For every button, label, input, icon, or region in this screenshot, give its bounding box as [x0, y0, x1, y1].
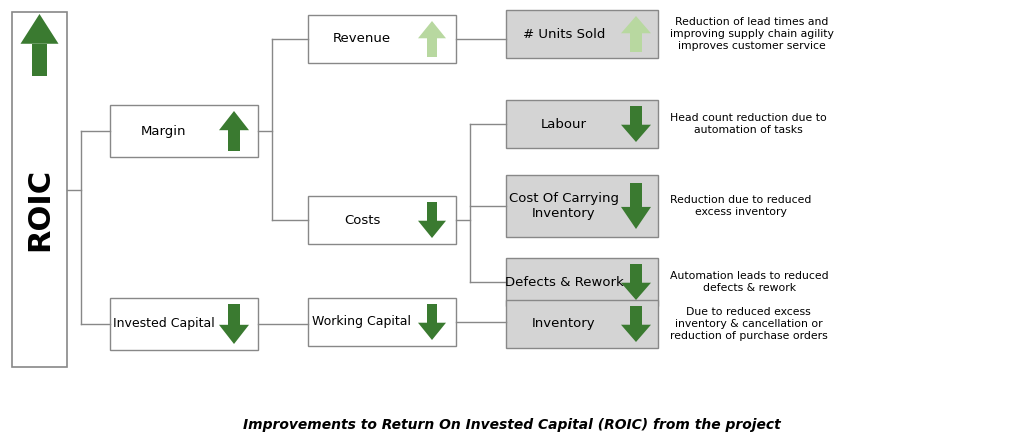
Bar	[506, 100, 658, 148]
Bar	[631, 264, 642, 283]
Bar	[228, 130, 240, 151]
Bar	[12, 12, 67, 367]
Text: Reduction of lead times and
improving supply chain agility
improves customer ser: Reduction of lead times and improving su…	[670, 17, 834, 50]
Polygon shape	[20, 14, 58, 44]
Bar	[631, 183, 642, 207]
Text: Inventory: Inventory	[532, 318, 596, 330]
Polygon shape	[219, 111, 249, 130]
Bar	[631, 306, 642, 325]
Polygon shape	[418, 323, 446, 340]
Bar	[631, 33, 642, 52]
Polygon shape	[418, 21, 446, 38]
Bar	[506, 300, 658, 348]
Bar	[427, 38, 437, 57]
Text: Due to reduced excess
inventory & cancellation or
reduction of purchase orders: Due to reduced excess inventory & cancel…	[670, 307, 827, 341]
Bar	[308, 196, 456, 244]
Text: # Units Sold: # Units Sold	[523, 28, 605, 41]
Text: Revenue: Revenue	[333, 33, 391, 45]
Bar	[308, 15, 456, 63]
Bar	[506, 10, 658, 58]
Polygon shape	[621, 207, 651, 229]
Polygon shape	[621, 16, 651, 33]
Text: Improvements to Return On Invested Capital (ROIC) from the project: Improvements to Return On Invested Capit…	[243, 418, 781, 432]
Polygon shape	[621, 283, 651, 300]
Text: Automation leads to reduced
defects & rework: Automation leads to reduced defects & re…	[670, 271, 828, 293]
Text: Reduction due to reduced
excess inventory: Reduction due to reduced excess inventor…	[670, 195, 811, 217]
Polygon shape	[621, 125, 651, 142]
Bar	[427, 304, 437, 323]
Polygon shape	[418, 221, 446, 238]
Text: Costs: Costs	[344, 214, 380, 227]
Bar	[228, 304, 240, 325]
Bar	[631, 106, 642, 125]
Text: Head count reduction due to
automation of tasks: Head count reduction due to automation o…	[670, 113, 826, 135]
Bar	[506, 258, 658, 306]
Text: ROIC: ROIC	[25, 168, 54, 251]
Text: Working Capital: Working Capital	[312, 315, 412, 329]
Text: Invested Capital: Invested Capital	[113, 318, 215, 330]
Text: Labour: Labour	[541, 117, 587, 131]
Bar	[33, 44, 47, 76]
Text: Defects & Rework: Defects & Rework	[505, 276, 624, 289]
Bar	[506, 175, 658, 237]
Bar	[308, 298, 456, 346]
Bar	[110, 298, 258, 350]
Polygon shape	[621, 325, 651, 342]
Text: Margin: Margin	[141, 124, 186, 137]
Bar	[110, 105, 258, 157]
Polygon shape	[219, 325, 249, 344]
Text: Cost Of Carrying
Inventory: Cost Of Carrying Inventory	[509, 192, 618, 220]
Bar	[427, 202, 437, 221]
